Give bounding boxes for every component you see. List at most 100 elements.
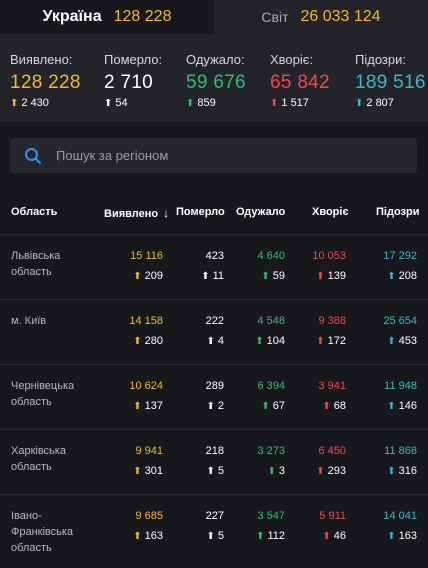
region-name: Чернівецька область xyxy=(11,380,75,408)
cell-sick-delta-value: 46 xyxy=(333,530,346,542)
tab-ukraine-value: 128 228 xyxy=(113,8,172,25)
cell-detected-value: 14 158 xyxy=(129,315,163,327)
cell-detected-delta-value: 163 xyxy=(144,530,163,542)
cell-died: 222 ⬆ 4 xyxy=(206,315,224,347)
col-region[interactable]: Область xyxy=(11,206,58,218)
cell-suspect-delta: ⬆ 316 xyxy=(384,465,417,477)
summary-stat-delta-value: 2 430 xyxy=(21,97,49,109)
cell-recovered: 4 548 ⬆ 104 xyxy=(255,315,285,347)
tab-world-label: Світ xyxy=(261,9,289,25)
cell-recovered-delta-value: 112 xyxy=(267,530,285,542)
summary-stat-delta: ⬆ 859 xyxy=(186,97,246,109)
arrow-up-icon: ⬆ xyxy=(133,531,142,542)
cell-died-delta-value: 2 xyxy=(217,400,224,412)
summary-stat: Одужало: 59 676 ⬆ 859 xyxy=(186,52,246,109)
cell-recovered-value: 4 640 xyxy=(257,250,285,262)
table-row[interactable]: Івано-Франківська область 9 685 ⬆ 163 227 ⬆ 5 3… xyxy=(0,494,428,567)
tab-ukraine[interactable]: Україна 128 228 xyxy=(0,0,214,34)
col-detected[interactable]: Виявлено ↓ xyxy=(104,206,169,220)
summary-stat: Виявлено: 128 228 ⬆ 2 430 xyxy=(10,52,81,109)
cell-died-value: 218 xyxy=(205,445,224,457)
arrow-up-icon: ⬆ xyxy=(186,98,195,109)
cell-recovered-value: 3 273 xyxy=(257,445,285,457)
summary-stat: Підозри: 189 516 ⬆ 2 807 xyxy=(355,52,426,109)
search-icon[interactable] xyxy=(24,147,42,165)
arrow-up-icon: ⬆ xyxy=(322,401,331,412)
cell-detected-delta: ⬆ 209 xyxy=(130,270,163,282)
table-row[interactable]: Чернівецька область 10 624 ⬆ 137 289 ⬆ 2 6 394 ⬆… xyxy=(0,364,428,429)
cell-recovered-delta-value: 3 xyxy=(278,465,285,477)
cell-detected-delta-value: 301 xyxy=(144,465,163,477)
tab-world[interactable]: Світ 26 033 124 xyxy=(214,0,428,34)
arrow-up-icon: ⬆ xyxy=(267,466,276,477)
cell-detected-delta-value: 209 xyxy=(144,270,163,282)
search-input[interactable] xyxy=(54,147,378,164)
cell-detected: 14 158 ⬆ 280 xyxy=(129,315,163,347)
arrow-up-icon: ⬆ xyxy=(322,531,331,542)
table-body: Львівська область 15 116 ⬆ 209 423 ⬆ 11 4 640 ⬆ 5… xyxy=(0,234,428,567)
summary-stat-label: Підозри: xyxy=(355,52,406,67)
table-row[interactable]: Харківська область 9 941 ⬆ 301 218 ⬆ 5 3 273 ⬆ 3 6… xyxy=(0,429,428,494)
region-name: Харківська область xyxy=(11,445,66,473)
cell-detected-value: 15 116 xyxy=(130,250,163,262)
arrow-up-icon: ⬆ xyxy=(256,531,265,542)
cell-suspect: 17 292 ⬆ 208 xyxy=(383,250,417,282)
search-divider xyxy=(59,146,60,165)
summary-stat-label: Померло: xyxy=(104,52,163,67)
cell-suspect-value: 11 948 xyxy=(384,380,417,392)
col-recovered[interactable]: Одужало xyxy=(236,206,286,218)
search-box[interactable] xyxy=(10,138,417,173)
cell-detected-delta: ⬆ 280 xyxy=(129,335,163,347)
arrow-up-icon: ⬆ xyxy=(261,271,270,282)
cell-detected: 9 685 ⬆ 163 xyxy=(133,510,163,542)
arrow-up-icon: ⬆ xyxy=(316,271,325,282)
tab-ukraine-label: Україна xyxy=(42,8,102,25)
summary-stat-delta-value: 54 xyxy=(115,97,128,109)
cell-recovered-value: 3 547 xyxy=(257,510,285,522)
cell-recovered-delta: ⬆ 67 xyxy=(257,400,285,412)
summary-stat-delta-value: 1 517 xyxy=(281,97,309,109)
col-suspect[interactable]: Підозри xyxy=(376,206,420,218)
arrow-up-icon: ⬆ xyxy=(206,401,215,412)
cell-died-delta: ⬆ 2 xyxy=(206,400,224,412)
table-row[interactable]: м. Київ 14 158 ⬆ 280 222 ⬆ 4 4 548 ⬆ 104 9 388 ⬆ 172… xyxy=(0,299,428,364)
cell-sick-delta-value: 172 xyxy=(327,335,346,347)
cell-died: 227 ⬆ 5 xyxy=(206,510,224,542)
region-name: Івано-Франківська область xyxy=(11,510,74,554)
table-row[interactable]: Львівська область 15 116 ⬆ 209 423 ⬆ 11 4 640 ⬆ 5… xyxy=(0,234,428,299)
cell-recovered-delta-value: 67 xyxy=(272,400,285,412)
arrow-up-icon: ⬆ xyxy=(316,466,325,477)
summary-stat-label: Одужало: xyxy=(186,52,245,67)
cell-died-value: 222 xyxy=(205,315,224,327)
cell-died-delta-value: 5 xyxy=(217,465,224,477)
arrow-up-icon: ⬆ xyxy=(387,401,396,412)
cell-detected-delta-value: 280 xyxy=(144,335,163,347)
col-sick[interactable]: Хворіє xyxy=(312,206,349,218)
summary-stat-delta: ⬆ 54 xyxy=(104,97,162,109)
cell-recovered-delta-value: 104 xyxy=(266,335,285,347)
cell-died: 218 ⬆ 5 xyxy=(206,445,224,477)
cell-sick-value: 6 450 xyxy=(318,445,346,457)
cell-died-delta: ⬆ 11 xyxy=(201,270,224,282)
cell-died-delta-value: 11 xyxy=(212,270,224,282)
arrow-up-icon: ⬆ xyxy=(355,98,364,109)
cell-recovered-delta: ⬆ 104 xyxy=(255,335,285,347)
cell-died: 423 ⬆ 11 xyxy=(201,250,224,282)
cell-recovered: 3 273 ⬆ 3 xyxy=(257,445,285,477)
cell-recovered-value: 6 394 xyxy=(257,380,285,392)
table-header: Область Виявлено ↓ Померло Одужало Хворі… xyxy=(0,198,428,234)
cell-recovered: 6 394 ⬆ 67 xyxy=(257,380,285,412)
cell-sick: 5 911 ⬆ 46 xyxy=(319,510,346,542)
country-tabs: Україна 128 228 Світ 26 033 124 xyxy=(0,0,428,34)
col-died[interactable]: Померло xyxy=(176,206,225,218)
cell-sick-delta: ⬆ 46 xyxy=(319,530,346,542)
cell-died-delta-value: 5 xyxy=(217,530,224,542)
cell-sick-delta: ⬆ 293 xyxy=(316,465,346,477)
cell-suspect-delta: ⬆ 163 xyxy=(383,530,417,542)
cell-suspect-value: 11 868 xyxy=(384,445,417,457)
cell-detected-delta: ⬆ 163 xyxy=(133,530,163,542)
cell-recovered-delta: ⬆ 59 xyxy=(257,270,285,282)
summary-panel: Виявлено: 128 228 ⬆ 2 430 Померло: 2 710 ⬆ 54 Од… xyxy=(0,34,428,122)
cell-sick-value: 5 911 xyxy=(319,510,346,522)
arrow-up-icon: ⬆ xyxy=(387,271,396,282)
